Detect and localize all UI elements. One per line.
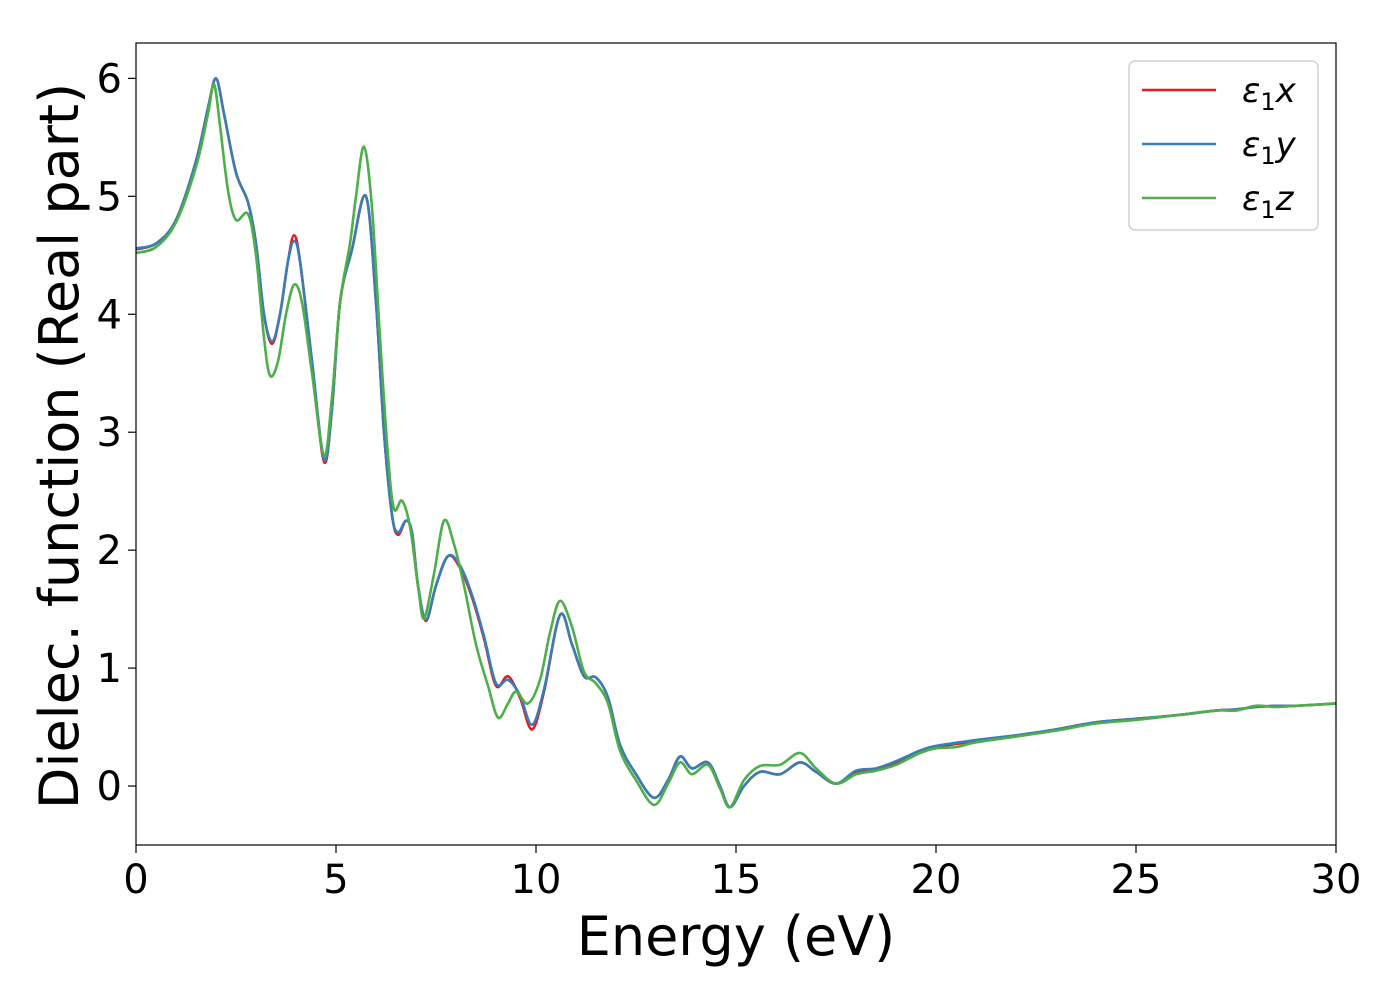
x-tick-label: 30 xyxy=(1311,857,1362,903)
x-axis: 0 5 10 15 20 25 30 xyxy=(123,845,1361,903)
y-tick-label: 0 xyxy=(97,764,122,810)
x-axis-label: Energy (eV) xyxy=(577,905,896,968)
x-tick-label: 0 xyxy=(123,857,148,903)
x-tick-label: 5 xyxy=(323,857,348,903)
y-tick-label: 6 xyxy=(97,56,122,102)
series-layer xyxy=(136,77,1336,809)
legend-item-x: ε1x xyxy=(1142,71,1297,116)
legend-box xyxy=(1128,60,1319,231)
legend-item-z: ε1z xyxy=(1142,179,1295,224)
legend-item-y: ε1y xyxy=(1142,125,1297,170)
y-tick-label: 3 xyxy=(97,410,122,456)
y-axis-label: Dielec. function (Real part) xyxy=(28,83,91,809)
x-tick-label: 20 xyxy=(911,857,962,903)
y-tick-label: 5 xyxy=(97,174,122,220)
y-tick-label: 1 xyxy=(97,646,122,692)
legend-label: ε1x xyxy=(1242,71,1297,116)
x-tick-label: 15 xyxy=(711,857,762,903)
y-tick-label: 4 xyxy=(97,292,122,338)
y-tick-label: 2 xyxy=(97,528,122,574)
legend-label: ε1y xyxy=(1242,125,1297,170)
legend: ε1x ε1y ε1z xyxy=(1128,60,1319,231)
y-axis: 0 1 2 3 4 5 6 xyxy=(97,56,136,810)
x-tick-label: 10 xyxy=(511,857,562,903)
x-tick-label: 25 xyxy=(1111,857,1162,903)
legend-label: ε1z xyxy=(1242,179,1295,224)
series-line-z xyxy=(136,82,1336,809)
